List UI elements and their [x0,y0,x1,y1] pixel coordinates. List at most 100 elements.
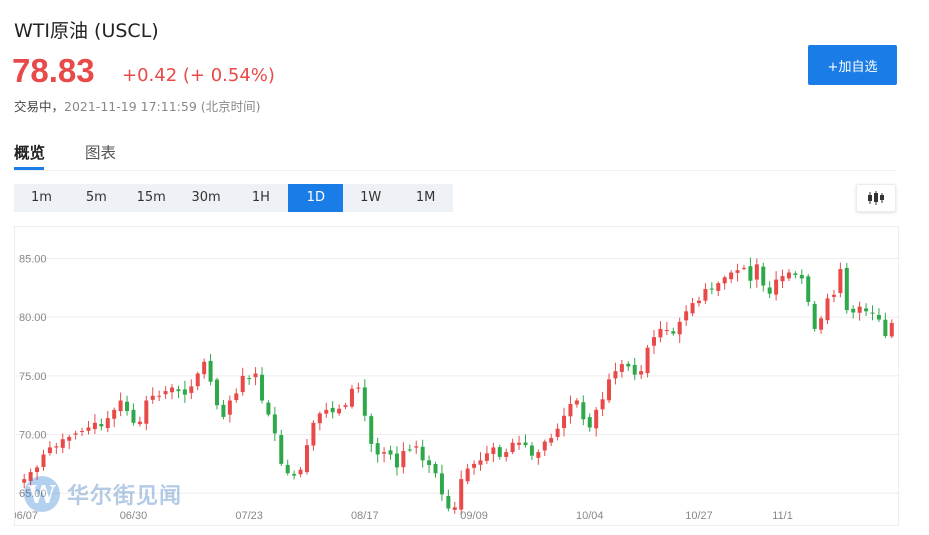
period-1d[interactable]: 1D [288,184,344,212]
candle-body [285,464,290,474]
price-change: +0.42 (+ 0.54%) [122,65,275,86]
candle-body [279,435,284,464]
candle-body [343,405,348,407]
add-to-watchlist-button[interactable]: +加自选 [808,45,897,85]
candle-body [41,454,46,467]
candle-body [587,417,592,428]
y-tick-label: 70.00 [19,430,47,442]
watermark-text: 华尔街见闻 [67,484,183,509]
candle-body [170,387,175,393]
candle-body [144,400,149,424]
period-1h[interactable]: 1H [251,190,270,205]
candle-body [80,431,85,433]
candle-body [298,469,303,475]
candle-body [825,298,830,321]
candle-body [819,318,824,330]
candle-body [690,303,695,314]
candlestick-chart: 85.00 80.00 75.00 70.00 65.00 06/07 06/30 07/23… [15,253,900,522]
chart-type-button[interactable] [856,184,896,212]
candle-body [851,308,856,313]
candle-body [517,442,522,445]
candle-body [189,386,194,393]
candle-body [388,450,393,455]
candle-body [317,413,322,424]
candle-body [876,315,881,320]
candle-body [748,266,753,281]
candle-body [478,460,483,465]
candle-body [632,364,637,375]
candle-body [272,414,277,434]
candle-body [420,446,425,461]
candle-body [831,294,836,297]
active-tab-indicator [14,167,44,170]
candle-body [645,347,650,374]
period-5m[interactable]: 5m [85,190,107,205]
instrument-name: WTI原油 [14,20,88,42]
candle-body [542,441,547,451]
candle-body [864,308,869,312]
change-percent: (+ 0.54%) [182,65,275,86]
candle-body [382,452,387,454]
candle-body [35,467,40,473]
candlestick-icon [868,191,884,205]
candle-body [639,371,644,375]
candle-body [247,378,252,380]
candle-body [838,269,843,294]
candle-body [60,439,65,448]
period-selector: 1m 5m 15m 30m 1H 1D 1W 1M [14,184,453,212]
tab-overview[interactable]: 概览 [14,144,46,162]
period-1w[interactable]: 1W [360,190,382,205]
candle-body [754,264,759,280]
candle-body [658,328,663,338]
candle-body [722,277,727,284]
trading-status: 交易中，2021-11-19 17:11:59 (北京时间) [14,96,261,115]
candle-body [459,479,464,510]
candle-body [330,407,335,413]
candle-body [555,428,560,437]
candle-body [394,453,399,468]
candle-body [709,288,714,290]
candle-body [613,371,618,379]
candle-body [780,276,785,282]
candle-body [581,402,586,420]
candle-body [671,331,676,334]
candle-body [99,424,104,427]
candle-body [439,473,444,495]
candle-body [131,409,136,423]
candle-body [362,387,367,416]
candle-body [484,453,489,461]
y-tick-label: 75.00 [19,371,47,383]
period-1mo[interactable]: 1M [415,190,436,205]
candle-body [202,361,207,375]
candle-body [414,446,419,448]
candle-body [684,311,689,321]
candle-body [786,272,791,279]
candle-body [221,404,226,417]
candle-body [118,400,123,412]
candle-body [677,321,682,335]
period-30m[interactable]: 30m [191,190,221,205]
candle-body [889,323,894,337]
watermark: W 华尔街见闻 [24,476,182,512]
candle-body [735,270,740,273]
tab-chart[interactable]: 图表 [85,144,117,162]
candle-body [176,389,181,392]
candle-body [401,450,406,468]
candle-body [574,400,579,405]
candle-body [356,387,361,389]
candle-body [600,399,605,410]
candle-body [240,375,245,393]
candle-body [67,436,72,441]
candle-body [427,460,432,466]
candle-body [292,473,297,476]
candle-body [536,452,541,458]
period-15m[interactable]: 15m [136,190,166,205]
candle-body [324,409,329,414]
candle-body [208,360,213,382]
period-1m[interactable]: 1m [30,190,52,205]
candle-body [369,416,374,444]
candle-body [47,447,52,454]
tab-divider [14,170,897,171]
x-tick-label: 08/17 [351,510,379,522]
candle-body [182,389,187,395]
